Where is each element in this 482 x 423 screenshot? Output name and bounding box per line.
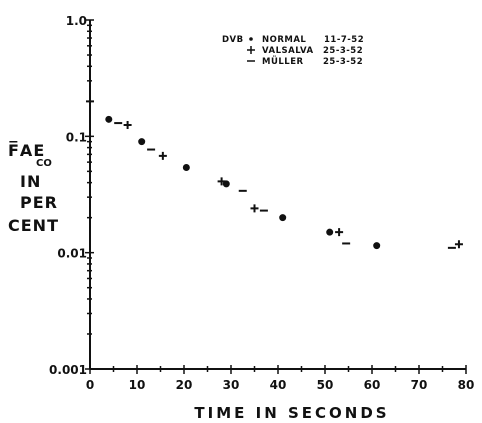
data-point-valsalva <box>335 228 344 237</box>
legend: DVB NORMAL 11-7-52 VALSALVA 25-3-52 MÜLL… <box>222 35 364 67</box>
legend-plus-marker <box>247 46 255 54</box>
data-point-normal <box>222 180 230 188</box>
data-point-normal <box>326 228 334 236</box>
legend-date-normal: 11-7-52 <box>324 35 364 45</box>
data-marks <box>86 97 463 250</box>
y-tick-label: 0.001 <box>49 363 87 377</box>
data-point-valsalva <box>86 97 94 106</box>
x-tick-label: 30 <box>223 378 240 392</box>
y-label-subscript: CO <box>36 158 52 169</box>
x-tick-label: 20 <box>176 378 193 392</box>
data-point-valsalva <box>123 121 132 130</box>
axes <box>89 20 466 370</box>
x-tick-label: 0 <box>86 378 94 392</box>
data-point-valsalva <box>250 204 259 213</box>
y-label-line-3: PER <box>20 193 58 212</box>
y-axis-label: F̅AE CO IN PER CENT <box>8 140 59 235</box>
legend-entry-valsalva: VALSALVA 25-3-52 <box>247 46 363 56</box>
legend-entry-muller: MÜLLER 25-3-52 <box>247 56 363 67</box>
legend-label-muller: MÜLLER <box>262 56 304 67</box>
data-point-normal <box>182 163 190 171</box>
x-tick-label: 10 <box>129 378 146 392</box>
legend-entry-normal: NORMAL 11-7-52 <box>249 35 364 45</box>
data-point-valsalva <box>217 177 226 186</box>
y-tick-label: 1.0 <box>66 14 87 28</box>
x-tick-label: 80 <box>458 378 475 392</box>
legend-subject: DVB <box>222 35 244 45</box>
y-label-line-1: F̅AE <box>8 140 45 160</box>
x-tick-label: 70 <box>411 378 428 392</box>
y-tick-label: 0.01 <box>57 247 87 261</box>
x-axis-label: TIME IN SECONDS <box>194 404 389 422</box>
data-point-normal <box>138 138 146 146</box>
y-tick-label: 0.1 <box>66 130 87 144</box>
legend-date-valsalva: 25-3-52 <box>323 46 363 56</box>
y-label-line-2: IN <box>20 172 41 191</box>
x-tick-label: 60 <box>364 378 381 392</box>
legend-label-valsalva: VALSALVA <box>262 46 314 56</box>
legend-label-normal: NORMAL <box>262 35 306 45</box>
data-point-normal <box>373 242 381 250</box>
data-point-valsalva <box>454 240 463 249</box>
legend-dot-marker <box>249 37 253 41</box>
x-tick-label: 40 <box>270 378 287 392</box>
data-point-normal <box>279 214 287 222</box>
data-point-normal <box>105 115 113 123</box>
data-point-valsalva <box>158 151 167 160</box>
x-tick-label: 50 <box>317 378 334 392</box>
y-label-line-4: CENT <box>8 216 59 235</box>
legend-date-muller: 25-3-52 <box>323 57 363 67</box>
